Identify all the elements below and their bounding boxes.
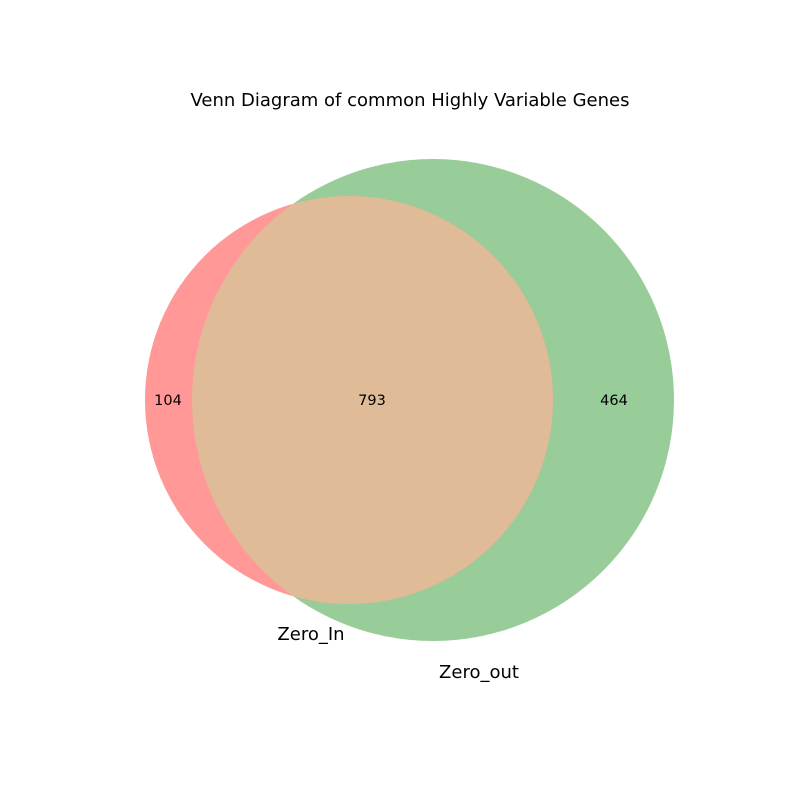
- set-label-zero-out: Zero_out: [439, 662, 519, 683]
- intersection-region: [192, 196, 553, 604]
- set-label-zero-in: Zero_In: [277, 624, 344, 645]
- count-intersection: 793: [358, 393, 386, 409]
- count-zero-in-only: 104: [154, 393, 182, 409]
- chart-title: Venn Diagram of common Highly Variable G…: [191, 90, 630, 111]
- count-zero-out-only: 464: [600, 393, 628, 409]
